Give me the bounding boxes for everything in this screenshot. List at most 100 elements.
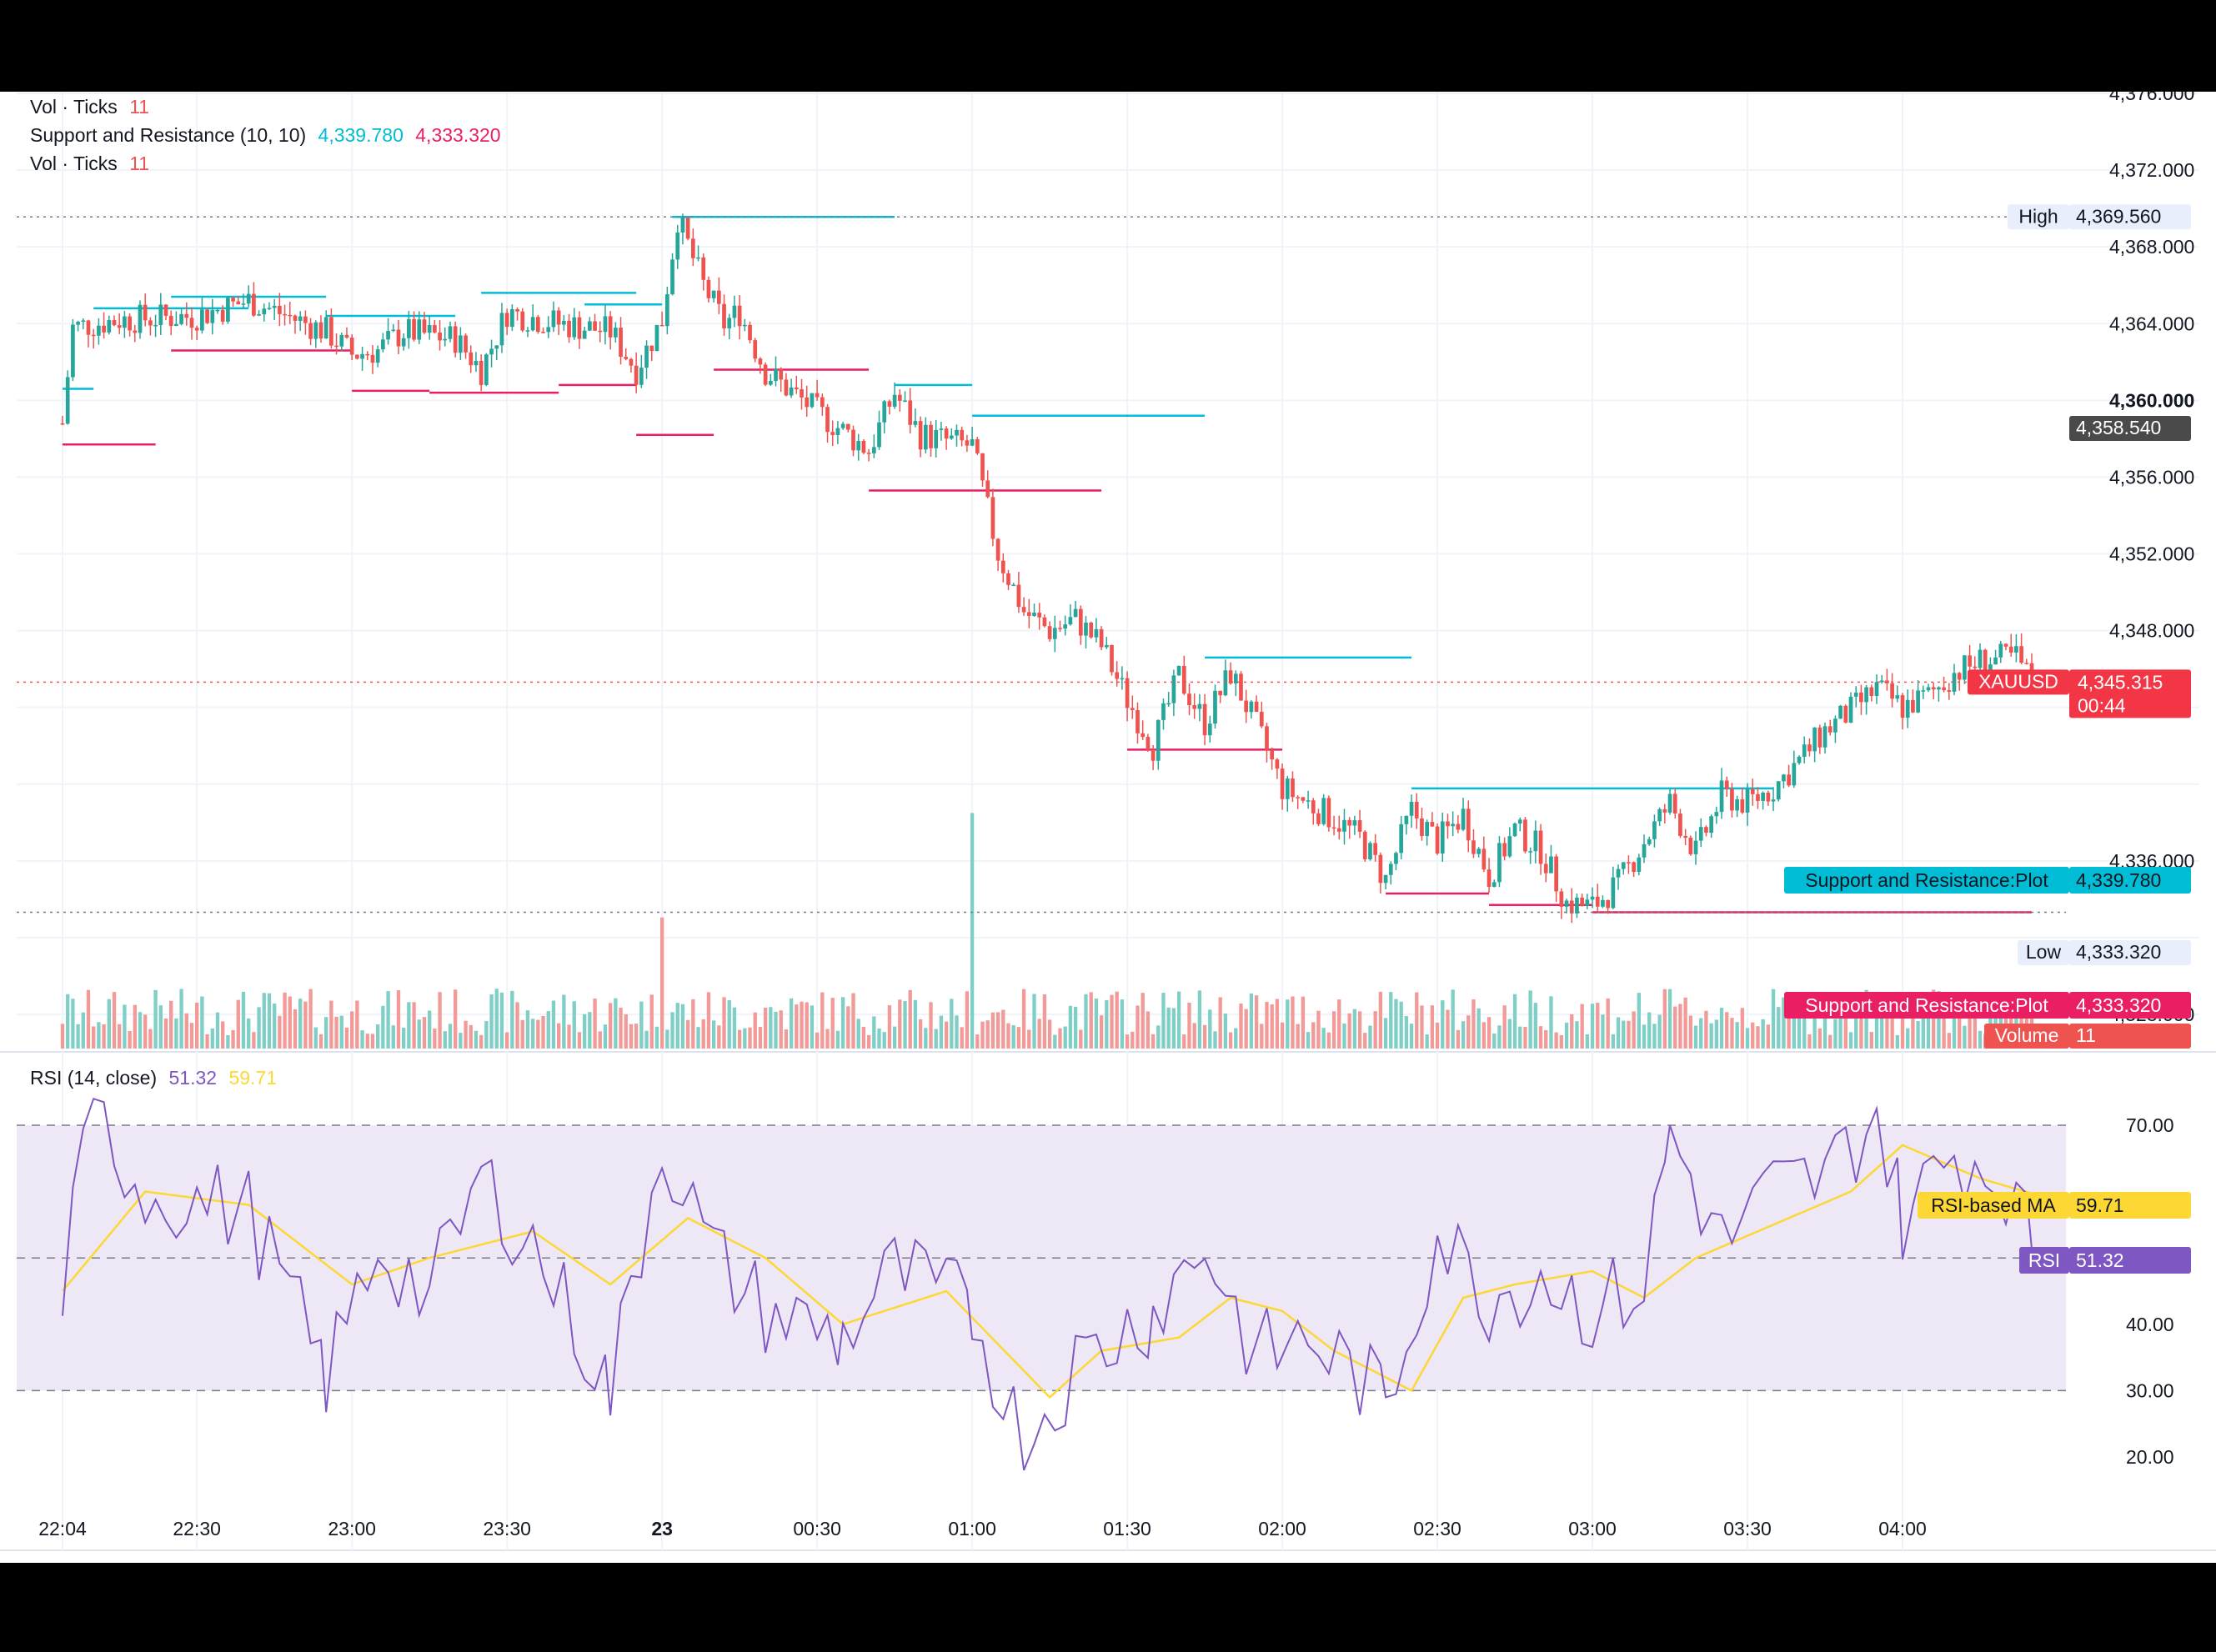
volume-bar [1673,1006,1677,1049]
candle-body [887,401,892,407]
volume-bar [577,1032,582,1049]
volume-bar [205,1034,209,1049]
volume-bar [386,991,390,1049]
volume-bar [433,1029,437,1049]
volume-bar [355,1000,359,1049]
legend-rsi-name: RSI (14, close) [30,1067,158,1089]
volume-bar [494,989,499,1049]
candle-body [825,407,830,433]
volume-bar [789,998,794,1049]
volume-bar [1906,1028,1910,1049]
candle-body [1265,726,1269,751]
candle-body [1983,649,1988,673]
chart-window: 4,376.000 4,372.000 4,368.000 4,364.000 4,36… [0,92,2216,1563]
candle-body [422,319,427,333]
volume-bar [990,1012,995,1049]
candle-body [758,358,763,365]
candle-body [1171,675,1176,703]
volume-bar [1632,1011,1636,1049]
candle-body [1838,705,1842,719]
candle-body [1569,900,1574,914]
volume-bar [608,1003,613,1049]
candle-body [334,345,338,348]
volume-bar [1420,1005,1424,1049]
volume-bar [81,1012,85,1049]
candle-body [520,311,525,331]
volume-bar [184,1013,188,1049]
candle-body [278,305,282,314]
candle-body [246,293,251,304]
price-axis-tick: 4,360.000 [2109,389,2194,411]
volume-bar [1047,1019,1052,1049]
volume-bar [308,989,313,1049]
candle-body [443,338,448,341]
candle-body [407,318,411,338]
candle-body [696,257,700,259]
volume-bar [1399,1001,1403,1049]
volume-bar [965,991,970,1049]
volume-bar [1446,1009,1450,1049]
volume-bar [236,999,240,1049]
candle-body [892,394,897,407]
volume-bar [887,1005,892,1049]
volume-bar [892,1026,897,1049]
candle-body [1627,862,1631,864]
candle-body [1425,822,1430,837]
volume-bar [1244,1009,1248,1049]
legend-rsi[interactable]: RSI (14, close) 51.32 59.71 [30,1067,283,1089]
volume-bar [375,1024,380,1049]
candle-body [504,313,509,328]
candle-body [582,330,587,339]
candle-body [1885,680,1889,683]
candle-body [1776,781,1781,800]
volume-bar [112,992,117,1049]
rsi-label: RSI [2028,1249,2060,1271]
candle-body [355,354,359,359]
legend-volume-2[interactable]: Vol · Ticks 11 [30,153,156,175]
volume-bar [944,1021,949,1049]
candle-body [1657,808,1662,822]
volume-bar [215,1012,220,1049]
volume-bar [1435,1022,1440,1049]
candle-body [1869,687,1874,696]
volume-bar [877,1028,881,1049]
volume-bar [1611,1034,1616,1049]
candle-body [453,326,458,353]
volume-bar [567,1024,571,1049]
candle-body [448,326,453,339]
high-value-bg [2069,204,2191,230]
volume-bar [417,1019,421,1049]
volume-bar [179,989,183,1049]
candle-body [1176,665,1181,676]
crosshair-price: 4,358.540 [2076,417,2161,438]
candle-body [1797,756,1802,763]
volume-bar [128,1030,132,1049]
volume-bar [1042,994,1047,1049]
rsi-axis-tick: 30.00 [2126,1379,2174,1401]
chart-canvas[interactable]: 4,376.000 4,372.000 4,368.000 4,364.000 4,36… [0,92,2216,1563]
volume-bar [1942,1007,1946,1049]
candle-body [1559,891,1564,907]
candle-body [1766,792,1771,802]
volume-bar [339,1015,343,1049]
candle-body [840,423,845,428]
volume-bar [1249,993,1254,1049]
candle-body [535,317,540,333]
volume-bar [221,1021,225,1049]
candle-body [619,328,623,358]
candle-body [1130,708,1135,710]
candle-body [1698,827,1703,841]
volume-bar [572,1001,576,1049]
volume-bar [1564,1022,1569,1049]
candle-body [882,401,887,423]
candle-body [1931,687,1936,690]
candle-body [1735,799,1739,811]
volume-bar [1637,993,1642,1049]
volume-bar [484,1020,489,1049]
legend-support-resistance[interactable]: Support and Resistance (10, 10) 4,339.78… [30,124,508,147]
volume-bar [536,1019,540,1049]
legend-volume-1[interactable]: Vol · Ticks 11 [30,96,156,118]
candle-body [1879,680,1884,683]
candle-body [800,388,804,398]
candle-body [1585,899,1590,906]
